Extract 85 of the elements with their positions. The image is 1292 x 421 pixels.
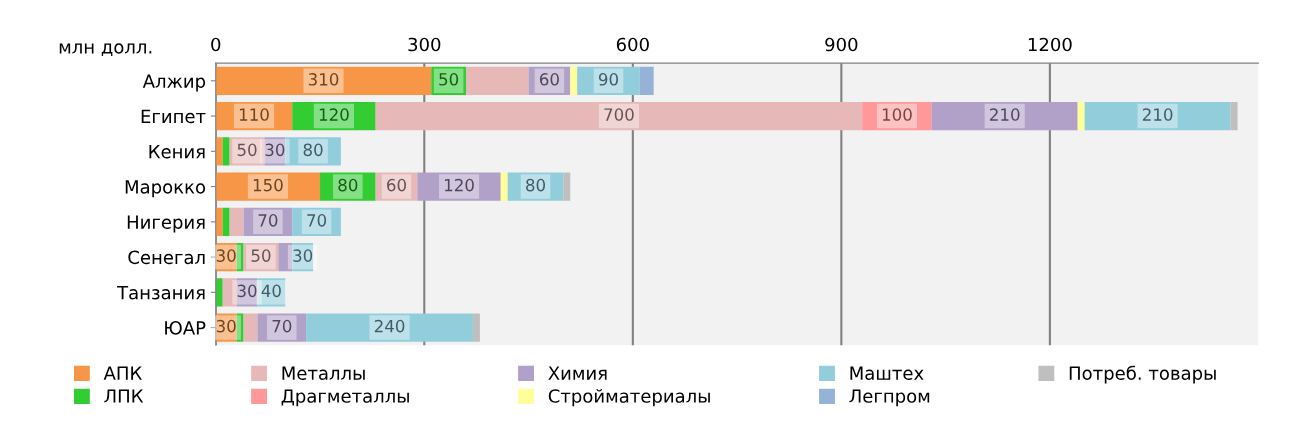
legend-label: АПК	[103, 366, 142, 380]
bar	[570, 66, 578, 95]
y-tick-label: Алжир	[142, 74, 206, 92]
data-label: 30	[216, 249, 236, 262]
bar	[222, 207, 230, 236]
legend-label: Химия	[548, 366, 607, 380]
bar	[292, 101, 376, 131]
bar	[215, 207, 223, 236]
bar	[862, 101, 932, 131]
bar	[931, 101, 1078, 131]
bar	[215, 137, 223, 166]
legend-label: Легпром	[849, 389, 930, 407]
data-label: 50	[237, 143, 257, 157]
bar	[1084, 101, 1231, 131]
bar	[500, 172, 508, 201]
legend-label: Маштех	[850, 366, 924, 380]
bar	[236, 242, 244, 272]
bar	[320, 172, 376, 201]
bar	[528, 66, 571, 95]
x-tick-label: 600	[616, 37, 649, 52]
x-tick-label: 300	[408, 37, 441, 52]
data-label: 30	[293, 249, 313, 262]
data-label: 50	[251, 249, 271, 262]
data-label: 210	[1142, 108, 1173, 121]
bar	[306, 313, 473, 342]
legend-label: Потреб. товары	[1069, 365, 1216, 384]
x-axis-title: млн долл.	[59, 43, 152, 56]
bar	[375, 101, 863, 131]
data-label: 80	[526, 178, 546, 192]
bar	[229, 207, 244, 236]
data-label: 100	[882, 108, 912, 121]
x-tick-label: 0	[211, 37, 221, 52]
data-label: 150	[253, 178, 283, 192]
data-label: 700	[604, 108, 634, 121]
bar	[375, 172, 418, 201]
bar	[222, 137, 230, 166]
data-label: 110	[239, 108, 269, 121]
data-label: 50	[439, 73, 459, 86]
bar	[563, 172, 571, 201]
y-tick-label: Кения	[149, 144, 205, 159]
bar	[507, 172, 564, 201]
data-label: 70	[307, 214, 327, 227]
bar	[215, 101, 293, 131]
y-tick-label: Египет	[141, 109, 206, 124]
bar	[215, 66, 432, 95]
data-label: 90	[598, 73, 618, 86]
bar	[1077, 101, 1085, 131]
data-label: 40	[261, 284, 281, 298]
data-label: 80	[338, 178, 358, 192]
bar	[236, 313, 244, 342]
x-tick-label: 1200	[1028, 37, 1072, 52]
data-label: 60	[387, 178, 406, 192]
data-label: 30	[237, 284, 257, 298]
data-label: 70	[258, 214, 278, 227]
data-label: 60	[539, 73, 559, 86]
bar	[292, 207, 341, 236]
data-label: 80	[303, 143, 323, 157]
y-tick-label: Нигерия	[127, 215, 205, 233]
bar	[257, 313, 307, 342]
data-label: 30	[265, 143, 285, 157]
y-tick-label: Сенегал	[128, 250, 205, 265]
data-label: 310	[308, 73, 339, 86]
bar	[472, 313, 480, 342]
legend-label: Драгметаллы	[281, 389, 409, 407]
data-label: 70	[272, 319, 292, 333]
x-tick-label: 900	[825, 37, 858, 52]
y-tick-label: Танзания	[117, 286, 205, 300]
legend-label: Металлы	[282, 366, 365, 380]
bar	[215, 278, 223, 307]
bar	[1230, 101, 1238, 131]
bar	[417, 172, 501, 201]
bar	[215, 172, 321, 201]
legend-label: Стройматериалы	[548, 388, 710, 407]
data-label: 120	[319, 108, 349, 121]
bar	[577, 66, 640, 95]
legend-label: ЛПК	[104, 389, 144, 403]
data-label: 240	[374, 319, 405, 333]
data-label: 210	[990, 108, 1020, 121]
y-tick-label: Марокко	[125, 180, 206, 198]
y-tick-label: ЮАР	[165, 321, 206, 335]
bar	[639, 66, 654, 95]
data-label: 120	[444, 178, 474, 192]
data-label: 30	[216, 319, 236, 333]
bar	[466, 66, 529, 95]
bar	[243, 207, 293, 236]
